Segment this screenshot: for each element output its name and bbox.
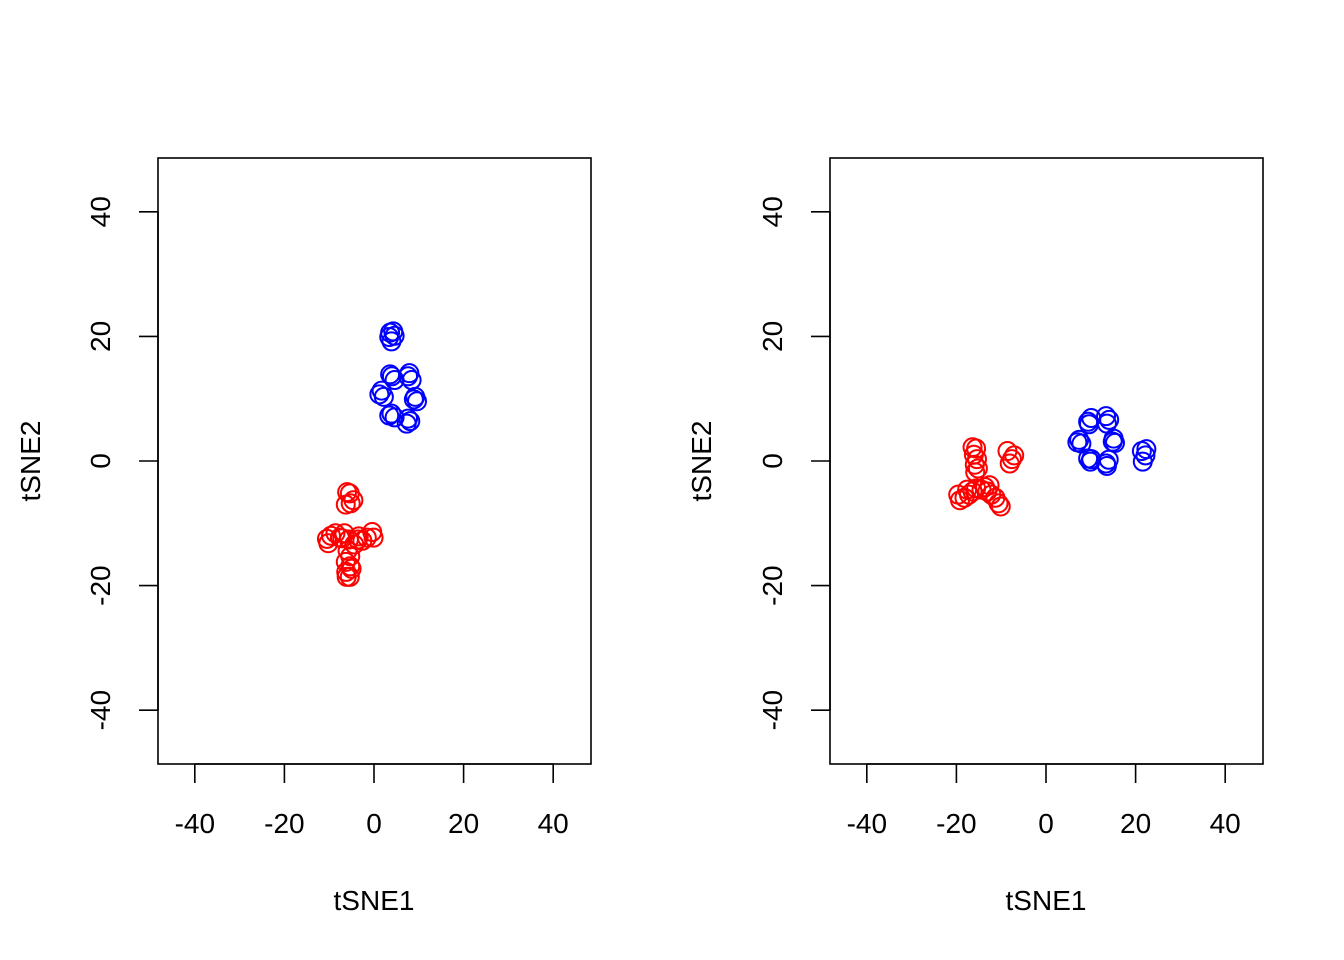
data-point	[1096, 406, 1117, 427]
x-tick-label: 0	[1038, 808, 1054, 839]
x-axis-title: tSNE1	[1006, 885, 1087, 916]
x-tick-label: -40	[175, 808, 215, 839]
data-point	[403, 389, 424, 410]
data-point	[1067, 432, 1088, 453]
data-point	[971, 479, 992, 500]
data-point	[343, 490, 364, 511]
data-point	[318, 533, 339, 554]
y-tick-label: -40	[757, 690, 788, 730]
data-point	[379, 327, 400, 348]
y-tick-label: 40	[85, 196, 116, 227]
y-tick-label: 20	[85, 321, 116, 352]
plot-frame	[829, 157, 1264, 765]
data-point	[964, 454, 985, 475]
data-point	[967, 458, 988, 479]
data-point	[383, 321, 404, 342]
y-tick-label: -20	[757, 565, 788, 605]
x-tick-label: -20	[264, 808, 304, 839]
point-series-red	[948, 437, 1025, 517]
data-point	[990, 496, 1011, 517]
data-point	[356, 527, 377, 548]
x-tick-label: 40	[538, 808, 569, 839]
y-tick-label: -20	[85, 565, 116, 605]
x-tick-label: -40	[847, 808, 887, 839]
x-tick-label: -20	[936, 808, 976, 839]
y-axis-title: tSNE2	[686, 421, 717, 502]
data-point	[371, 380, 392, 401]
data-point	[1069, 429, 1090, 450]
x-axis-title: tSNE1	[334, 885, 415, 916]
data-point	[1096, 455, 1117, 476]
data-point	[988, 493, 1009, 514]
x-tick-label: 40	[1210, 808, 1241, 839]
y-axis-title: tSNE2	[15, 421, 46, 502]
data-point	[399, 363, 420, 384]
data-point	[340, 493, 361, 514]
data-point	[965, 462, 986, 483]
data-point	[379, 405, 400, 426]
data-point	[1132, 451, 1153, 472]
data-point	[332, 528, 353, 549]
data-point	[369, 384, 390, 405]
data-point	[1099, 409, 1120, 430]
y-tick-label: 0	[757, 453, 788, 469]
data-point	[347, 529, 368, 550]
plot-frame	[157, 157, 592, 765]
y-tick-label: -40	[85, 690, 116, 730]
scatter-panel-left: -40 -20 0 20 40 -40 -20 0 20 40 tSNE1 tSNE2	[15, 157, 592, 916]
y-tick-label: 0	[85, 453, 116, 469]
data-point	[363, 527, 384, 548]
x-tick-label: 0	[366, 808, 382, 839]
point-series-red	[316, 482, 384, 587]
data-point	[340, 546, 361, 567]
data-point	[335, 551, 356, 572]
data-point	[407, 391, 428, 412]
data-point	[325, 523, 346, 544]
y-tick-label: 40	[757, 196, 788, 227]
y-tick-label: 20	[757, 321, 788, 352]
x-tick-label: 20	[1120, 808, 1151, 839]
data-point	[400, 411, 421, 432]
data-point	[396, 413, 417, 434]
point-series-blue	[1067, 406, 1157, 476]
point-series-blue	[369, 321, 428, 434]
data-point	[999, 453, 1020, 474]
data-point	[341, 558, 362, 579]
data-point	[1136, 439, 1157, 460]
scatter-panel-right: -40 -20 0 20 40 -40 -20 0 20 40 tSNE1 tSNE2	[686, 157, 1264, 916]
x-tick-label: 20	[448, 808, 479, 839]
